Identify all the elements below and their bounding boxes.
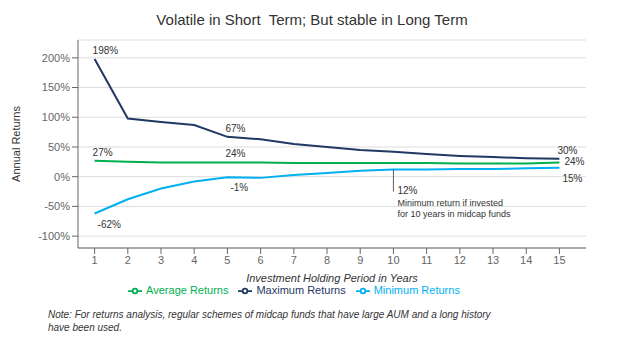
svg-text:0%: 0% xyxy=(54,171,70,183)
svg-text:6: 6 xyxy=(258,254,264,266)
svg-text:30%: 30% xyxy=(557,145,577,156)
html-text:Maximum Returns: Maximum Returns xyxy=(256,284,346,296)
svg-text:13: 13 xyxy=(487,254,499,266)
html-text:Note: For returns analysis, re: Note: For returns analysis, regular sche… xyxy=(48,309,491,333)
html-text:Volatile in Short Term; But st: Volatile in Short Term; But stable in Lo… xyxy=(156,11,468,28)
svg-text:-62%: -62% xyxy=(98,219,121,230)
svg-text:-50%: -50% xyxy=(44,200,70,212)
svg-text:50%: 50% xyxy=(48,141,70,153)
svg-text:24%: 24% xyxy=(225,148,245,159)
svg-text:9: 9 xyxy=(357,254,363,266)
svg-text:24%: 24% xyxy=(564,156,584,167)
svg-text:27%: 27% xyxy=(93,147,113,158)
svg-text:10: 10 xyxy=(387,254,399,266)
svg-text:198%: 198% xyxy=(93,45,119,56)
svg-text:8: 8 xyxy=(324,254,330,266)
svg-text:1: 1 xyxy=(92,254,98,266)
svg-text:12: 12 xyxy=(454,254,466,266)
svg-text:2: 2 xyxy=(125,254,131,266)
svg-text:150%: 150% xyxy=(42,81,70,93)
svg-text:11: 11 xyxy=(421,254,432,266)
svg-text:4: 4 xyxy=(191,254,197,266)
svg-text:100%: 100% xyxy=(42,111,70,123)
svg-text:12%: 12% xyxy=(397,185,417,196)
svg-text:3: 3 xyxy=(158,254,164,266)
html-text:Minimum Returns: Minimum Returns xyxy=(373,284,460,296)
svg-text:67%: 67% xyxy=(225,123,245,134)
svg-text:7: 7 xyxy=(291,254,297,266)
svg-text:200%: 200% xyxy=(42,52,70,64)
svg-text:15%: 15% xyxy=(562,173,582,184)
svg-text:-1%: -1% xyxy=(230,182,248,193)
svg-text:-100%: -100% xyxy=(38,230,70,242)
svg-text:14: 14 xyxy=(520,254,532,266)
html-text:Average Returns: Average Returns xyxy=(146,284,229,296)
svg-text:Annual Returns: Annual Returns xyxy=(10,106,22,182)
svg-text:5: 5 xyxy=(224,254,230,266)
svg-text:15: 15 xyxy=(553,254,565,266)
svg-text:Minimum return if investedfor: Minimum return if investedfor 10 years i… xyxy=(397,198,511,219)
svg-text:Investment Holding Period in Y: Investment Holding Period in Years xyxy=(246,272,418,284)
